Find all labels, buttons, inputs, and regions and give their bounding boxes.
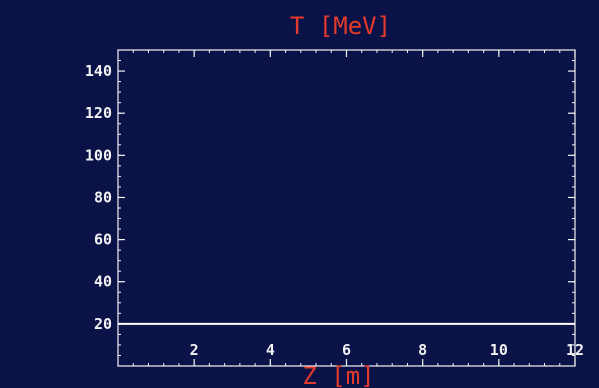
x-tick-label: 12 bbox=[566, 341, 584, 359]
y-tick-label: 120 bbox=[85, 104, 112, 122]
y-axis-ticks: 20 40 60 80 100 120 140 bbox=[85, 62, 575, 333]
y-axis-title: T [MeV] bbox=[290, 12, 391, 40]
y-tick-label: 20 bbox=[94, 315, 112, 333]
x-tick-label: 4 bbox=[266, 341, 275, 359]
x-axis-ticks: 2 4 6 8 10 12 bbox=[190, 50, 584, 366]
y-tick-label: 100 bbox=[85, 146, 112, 164]
x-axis-title: Z [m] bbox=[302, 362, 374, 388]
x-tick-label: 8 bbox=[418, 341, 427, 359]
y-tick-label: 80 bbox=[94, 188, 112, 206]
x-tick-label: 6 bbox=[342, 341, 351, 359]
y-tick-label: 140 bbox=[85, 62, 112, 80]
y-tick-label: 60 bbox=[94, 231, 112, 249]
x-tick-label: 2 bbox=[190, 341, 199, 359]
x-tick-label: 10 bbox=[490, 341, 508, 359]
y-tick-label: 40 bbox=[94, 273, 112, 291]
